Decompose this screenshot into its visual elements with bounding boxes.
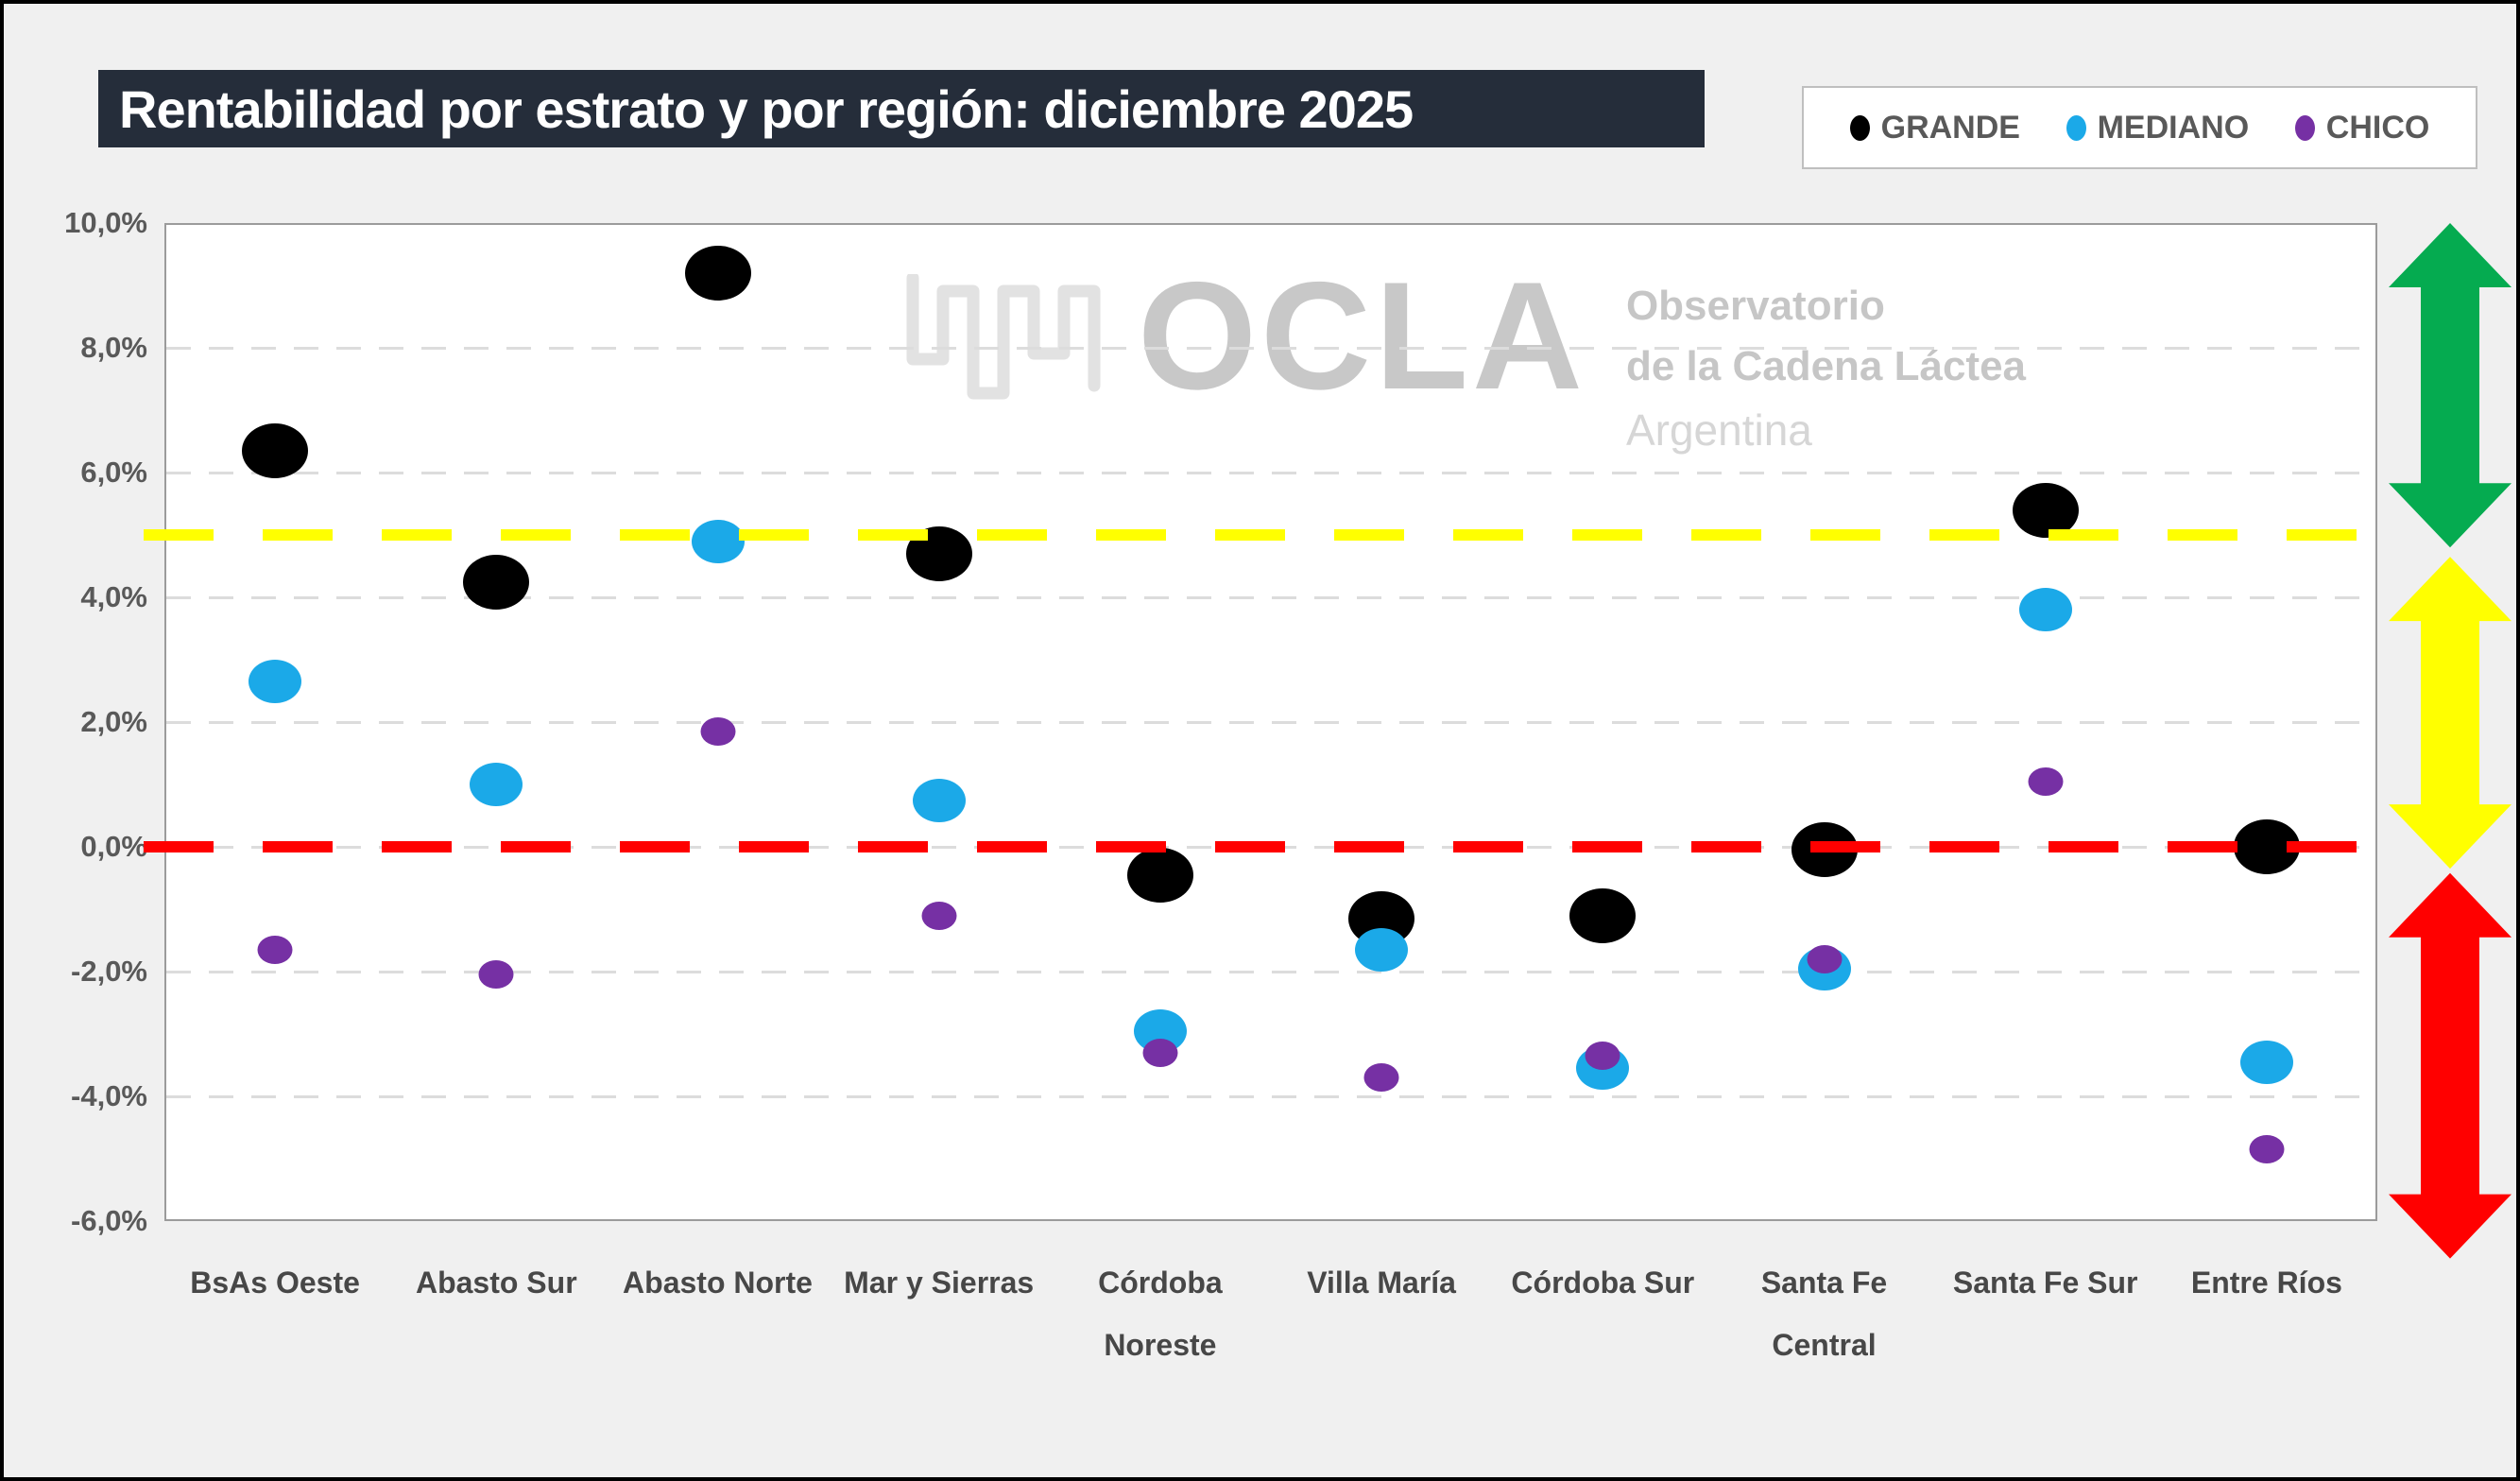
range-arrow-05AB50 — [2389, 223, 2511, 548]
data-point-chico-abasto-norte — [700, 716, 735, 746]
legend-label-grande: GRANDE — [1880, 109, 2020, 146]
data-point-mediano-entre-ríos — [2239, 1040, 2293, 1084]
x-axis-category-villa-maría: Villa María — [1307, 1266, 1456, 1300]
reference-line-5 — [144, 529, 2394, 541]
data-point-grande-abasto-sur — [463, 554, 530, 610]
data-point-chico-villa-maría — [1363, 1063, 1399, 1093]
gridline-4 — [166, 595, 2375, 599]
chart-title: Rentabilidad por estrato y por región: d… — [119, 78, 1414, 139]
data-point-mediano-mar-y-sierras — [912, 778, 966, 822]
y-axis-tick-label: 6,0% — [80, 456, 147, 489]
gridline-6 — [166, 471, 2375, 474]
range-arrow-FF0000 — [2389, 872, 2511, 1259]
y-axis-tick-label: 0,0% — [80, 830, 147, 863]
legend-dot-chico-icon — [2294, 114, 2315, 141]
y-axis-tick-label: 4,0% — [80, 580, 147, 613]
x-axis-category-mar-y-sierras: Mar y Sierras — [844, 1266, 1035, 1300]
gridline-2 — [166, 720, 2375, 724]
legend-label-chico: CHICO — [2325, 109, 2430, 146]
legend-item-mediano: MEDIANO — [2066, 109, 2250, 146]
y-axis-tick-label: -2,0% — [71, 955, 147, 988]
legend-dot-grande-icon — [1849, 114, 1870, 141]
x-axis-category-entre-ríos: Entre Ríos — [2190, 1266, 2342, 1300]
gridline--4 — [166, 1094, 2375, 1098]
data-point-mediano-abasto-sur — [470, 763, 523, 806]
ocla-line3: Argentina — [1625, 405, 1812, 455]
ocla-line1: Observatorio — [1625, 283, 1885, 329]
legend: GRANDE MEDIANO CHICO — [1802, 86, 2477, 169]
data-point-chico-mar-y-sierras — [921, 901, 957, 930]
x-axis-category-córdoba-noreste: Córdoba Noreste — [1098, 1266, 1223, 1362]
data-point-mediano-bsas-oeste — [249, 660, 302, 704]
data-point-mediano-santa-fe-sur — [2018, 588, 2072, 632]
x-axis-category-córdoba-sur: Córdoba Sur — [1511, 1266, 1695, 1300]
x-axis-category-abasto-sur: Abasto Sur — [415, 1266, 577, 1300]
x-axis-category-santa-fe-central: Santa Fe Central — [1760, 1266, 1888, 1362]
data-point-mediano-villa-maría — [1355, 927, 1409, 972]
gridline--2 — [166, 970, 2375, 973]
x-axis-category-bsas-oeste: BsAs Oeste — [190, 1266, 360, 1300]
ocla-line2: de la Cadena Láctea — [1625, 343, 2027, 389]
reference-line-0 — [144, 841, 2394, 852]
data-point-grande-córdoba-sur — [1569, 887, 1637, 943]
x-axis-category-abasto-norte: Abasto Norte — [623, 1266, 813, 1300]
data-point-chico-córdoba-noreste — [1142, 1038, 1178, 1067]
data-point-grande-bsas-oeste — [242, 422, 309, 478]
x-axis-category-santa-fe-sur: Santa Fe Sur — [1952, 1266, 2138, 1300]
y-axis-tick-label: -4,0% — [71, 1079, 147, 1112]
data-point-chico-córdoba-sur — [1585, 1042, 1620, 1071]
data-point-mediano-abasto-norte — [691, 519, 745, 563]
legend-item-grande: GRANDE — [1849, 109, 2020, 146]
legend-dot-mediano-icon — [2066, 114, 2086, 141]
ocla-squiggle-icon — [906, 274, 1101, 400]
ocla-acronym: OCLA — [1138, 250, 1586, 422]
data-point-chico-santa-fe-sur — [2028, 766, 2064, 796]
data-point-chico-santa-fe-central — [1807, 944, 1842, 973]
data-point-chico-abasto-sur — [478, 960, 514, 990]
ocla-watermark: OCLA Observatorio de la Cadena Láctea Ar… — [903, 250, 2026, 463]
gridline-8 — [166, 346, 2375, 350]
legend-label-mediano: MEDIANO — [2097, 109, 2250, 146]
data-point-grande-córdoba-noreste — [1126, 847, 1193, 903]
data-point-grande-abasto-norte — [684, 245, 751, 301]
y-axis-tick-label: 8,0% — [80, 331, 147, 364]
data-point-chico-bsas-oeste — [257, 935, 293, 964]
y-axis-tick-label: 10,0% — [64, 206, 147, 239]
data-point-grande-santa-fe-sur — [2012, 482, 2079, 538]
y-axis-tick-label: 2,0% — [80, 705, 147, 738]
legend-item-chico: CHICO — [2294, 109, 2430, 146]
data-point-chico-entre-ríos — [2249, 1135, 2285, 1164]
y-axis-tick-label: -6,0% — [71, 1204, 147, 1237]
ocla-textblock: Observatorio de la Cadena Láctea Argenti… — [1626, 276, 2026, 463]
chart-title-bar: Rentabilidad por estrato y por región: d… — [98, 70, 1705, 147]
range-arrow-FFFF00 — [2389, 557, 2511, 870]
